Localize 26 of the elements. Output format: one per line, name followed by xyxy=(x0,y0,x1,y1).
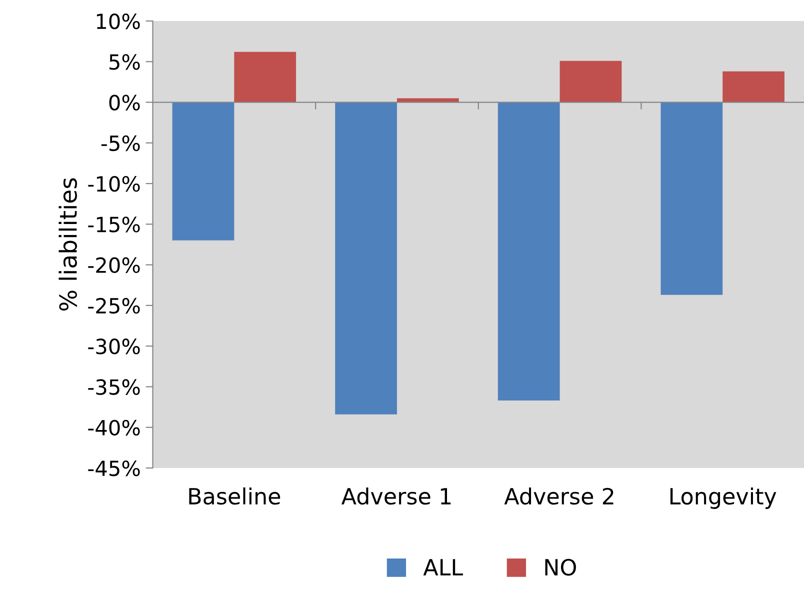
bar xyxy=(660,102,723,295)
bar xyxy=(172,102,234,240)
y-tick-label: -30% xyxy=(88,338,140,354)
y-tick-label: -20% xyxy=(88,257,140,274)
bar xyxy=(335,102,397,414)
x-tick-label: Adverse 2 xyxy=(504,487,614,505)
bar xyxy=(498,102,560,401)
bar xyxy=(234,52,296,102)
x-tick-label: Longevity xyxy=(670,487,776,509)
y-tick-label: -35% xyxy=(88,379,140,395)
bar xyxy=(560,60,622,102)
y-tick-label: -5% xyxy=(101,135,140,152)
legend-label: ALL xyxy=(423,559,463,576)
legend-label: NO xyxy=(545,558,576,576)
x-tick-label: Baseline xyxy=(189,487,280,505)
x-tick-label: Adverse 1 xyxy=(341,487,451,505)
y-tick-label: -25% xyxy=(88,298,140,314)
y-tick-label: -10% xyxy=(88,176,140,192)
y-tick-label: 10% xyxy=(96,13,140,30)
y-tick-label: 0% xyxy=(109,94,140,110)
y-tick-label: 5% xyxy=(110,54,140,70)
y-tick-label: -15% xyxy=(88,216,140,232)
bar xyxy=(722,71,784,102)
y-axis-title: % liabilities xyxy=(58,178,78,311)
y-tick-label: -45% xyxy=(88,460,140,476)
y-tick-label: -40% xyxy=(88,420,140,436)
